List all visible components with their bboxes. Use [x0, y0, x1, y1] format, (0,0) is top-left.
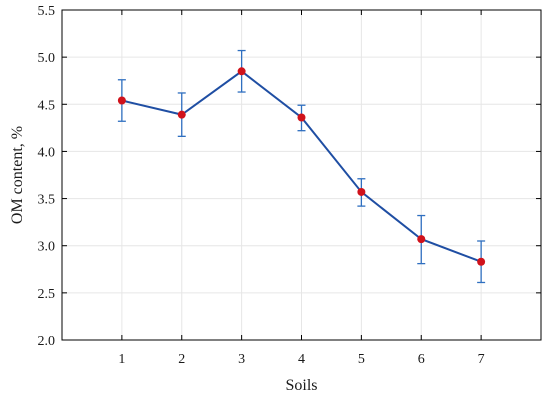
axis-ticks: 2.0 2.5 3.0 3.5 4.0 4.5 5.0 5.5 1 2 3 4 5 6 7 — [38, 4, 541, 367]
data-point — [237, 67, 246, 76]
y-tick-label: 4.5 — [38, 98, 56, 113]
data-point — [117, 96, 126, 105]
data-point — [357, 187, 366, 196]
y-axis-label: OM content, % — [9, 126, 26, 224]
y-tick-label: 5.5 — [38, 4, 56, 19]
x-tick-label: 2 — [178, 352, 185, 367]
data-point — [477, 257, 486, 266]
x-tick-label: 7 — [478, 352, 485, 367]
y-tick-label: 2.0 — [38, 334, 56, 349]
y-tick-label: 2.5 — [38, 287, 56, 302]
x-tick-label: 3 — [238, 352, 245, 367]
data-point — [417, 235, 426, 244]
y-tick-label: 4.0 — [38, 145, 56, 160]
x-axis-label: Soils — [285, 377, 317, 394]
x-tick-label: 1 — [118, 352, 125, 367]
data-point — [177, 110, 186, 119]
data-points — [117, 67, 486, 266]
x-tick-label: 5 — [358, 352, 365, 367]
y-tick-label: 3.5 — [38, 193, 56, 208]
y-tick-label: 3.0 — [38, 240, 56, 255]
x-tick-label: 4 — [298, 352, 305, 367]
y-tick-label: 5.0 — [38, 51, 56, 66]
grid-lines — [62, 9, 541, 341]
data-point — [297, 113, 306, 122]
x-tick-label: 6 — [418, 352, 425, 367]
